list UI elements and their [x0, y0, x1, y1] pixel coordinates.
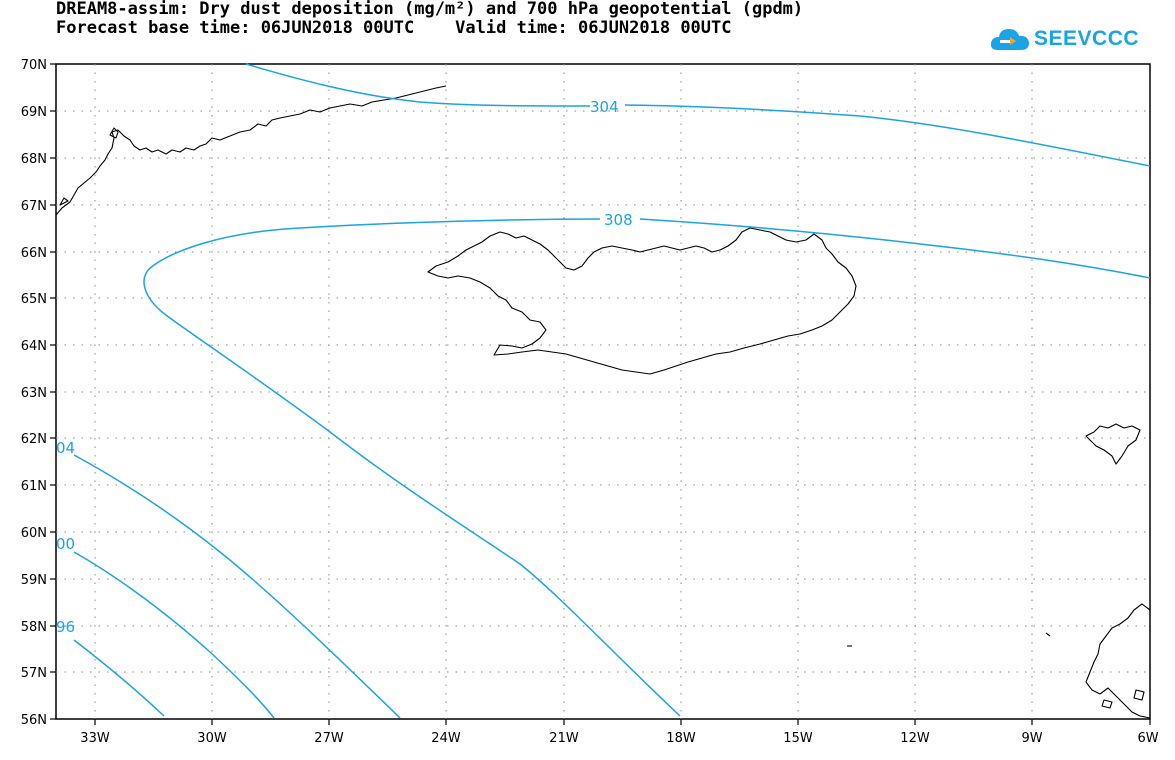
axis-ticks [50, 63, 1151, 725]
map-header: DREAM8-assim: Dry dust deposition (mg/m²… [56, 0, 803, 38]
forecast-times: Forecast base time: 06JUN2018 00UTC Vali… [56, 18, 732, 38]
lat-label: 63N [21, 386, 47, 401]
lat-label: 61N [21, 479, 47, 494]
lat-label: 67N [21, 199, 47, 214]
contour-label: 96 [56, 618, 75, 636]
lon-label: 15W [783, 731, 813, 746]
logo-text: SEEVCCC [1034, 27, 1140, 50]
lat-label: 64N [21, 339, 47, 354]
iceland-coast [427, 227, 857, 375]
lat-label: 59N [21, 573, 47, 588]
lon-label: 27W [314, 731, 344, 746]
lat-label: 57N [21, 666, 47, 681]
contour-label: 00 [56, 535, 75, 553]
contour-304-lower [73, 454, 401, 719]
lon-label: 18W [666, 731, 696, 746]
contour-308 [143, 218, 1151, 717]
graticule [56, 64, 1150, 719]
lon-label: 12W [900, 731, 930, 746]
greenland-coast [55, 85, 447, 216]
contour-label: 308 [604, 211, 633, 229]
lon-label: 33W [80, 731, 110, 746]
lat-labels: 70N 69N 68N 67N 66N 65N 64N 63N 62N 61N … [21, 58, 47, 728]
contour-label: 04 [56, 439, 75, 457]
contour-300 [73, 551, 275, 719]
lat-label: 66N [21, 246, 47, 261]
map-frame [55, 63, 1151, 720]
lon-label: 30W [197, 731, 227, 746]
scotland-coast [1085, 603, 1151, 719]
lat-label: 68N [21, 152, 47, 167]
cloud-icon [990, 29, 1029, 50]
lon-label: 24W [431, 731, 461, 746]
shetland-coast [1085, 423, 1141, 465]
lat-label: 60N [21, 526, 47, 541]
lat-label: 65N [21, 292, 47, 307]
seevccc-logo: SEEVCCC [990, 22, 1139, 56]
lon-label: 9W [1021, 731, 1042, 746]
geopotential-contours [73, 63, 1151, 719]
contour-304 [245, 63, 1151, 167]
lat-label: 70N [21, 58, 47, 73]
lon-labels: 33W 30W 27W 24W 21W 18W 15W 12W 9W 6W [80, 731, 1158, 746]
lon-label: 21W [549, 731, 579, 746]
lat-label: 56N [21, 713, 47, 728]
lon-label: 6W [1137, 731, 1158, 746]
coastlines [55, 85, 1151, 719]
contour-296 [73, 639, 165, 717]
lat-label: 58N [21, 620, 47, 635]
contour-labels: 304 308 04 00 96 [56, 98, 633, 636]
lat-label: 62N [21, 432, 47, 447]
contour-label: 304 [590, 98, 619, 116]
lat-label: 69N [21, 105, 47, 120]
map-title: DREAM8-assim: Dry dust deposition (mg/m²… [56, 0, 804, 19]
